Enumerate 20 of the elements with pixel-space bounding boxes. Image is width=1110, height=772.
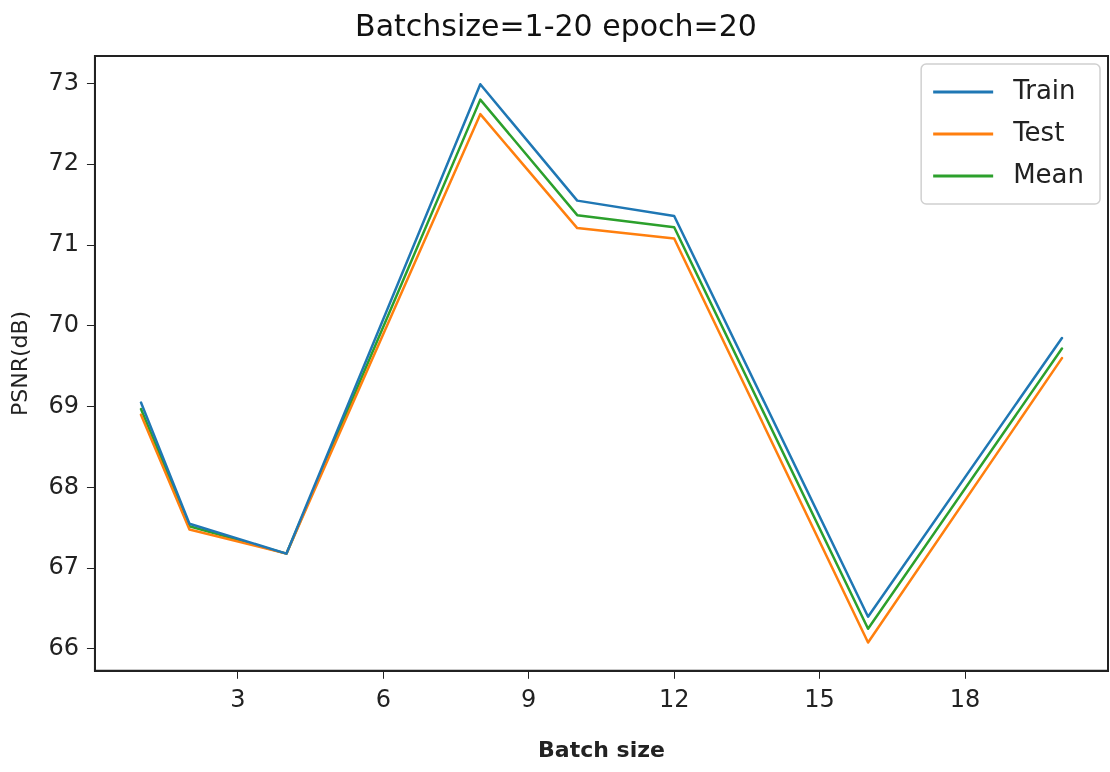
y-tick-label: 73 xyxy=(48,67,79,96)
y-tick-label: 72 xyxy=(48,148,79,177)
y-tick-label: 67 xyxy=(48,552,79,581)
legend-label: Test xyxy=(1012,116,1065,147)
x-tick-label: 3 xyxy=(230,685,246,714)
y-tick-label: 69 xyxy=(48,390,79,419)
y-tick-label: 70 xyxy=(48,310,79,339)
y-tick-label: 66 xyxy=(48,633,79,662)
x-tick-label: 12 xyxy=(658,685,690,714)
legend-label: Train xyxy=(1012,74,1076,105)
y-tick-label: 71 xyxy=(48,229,79,258)
y-tick-label: 68 xyxy=(48,471,79,500)
chart-title: Batchsize=1-20 epoch=20 xyxy=(355,7,757,43)
y-axis-title: PSNR(dB) xyxy=(6,310,32,416)
x-tick-label: 18 xyxy=(949,685,981,714)
x-tick-label: 15 xyxy=(804,685,835,714)
x-tick-label: 6 xyxy=(375,685,391,714)
legend-label: Mean xyxy=(1013,158,1084,189)
x-tick-label: 9 xyxy=(521,685,537,714)
x-axis-title: Batch size xyxy=(538,736,665,762)
